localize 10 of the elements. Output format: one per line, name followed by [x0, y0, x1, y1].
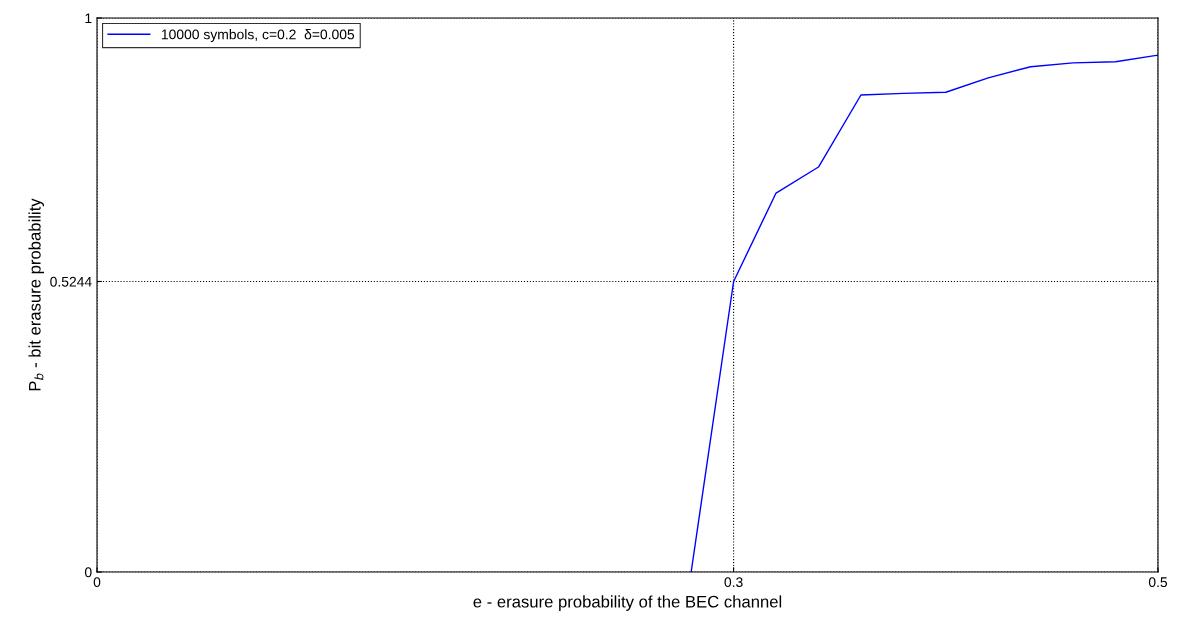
x-axis-title: e - erasure probability of the BEC channel: [473, 595, 782, 611]
y-tick-label: 0: [84, 567, 92, 578]
line-series: [690, 54, 1158, 572]
y-tick-label: 0.5244: [50, 276, 92, 287]
x-tick-label: 0.3: [724, 577, 743, 588]
y-axis-title: P$_{b}$ - bit erasure probability: [28, 198, 44, 391]
x-tick-label: 0: [93, 577, 101, 588]
x-tick-label: 0.5: [1148, 577, 1168, 588]
y-tick-label: 1: [85, 13, 92, 24]
legend-label: 10000 symbols, c=0.2 δ=0.005: [161, 29, 355, 43]
